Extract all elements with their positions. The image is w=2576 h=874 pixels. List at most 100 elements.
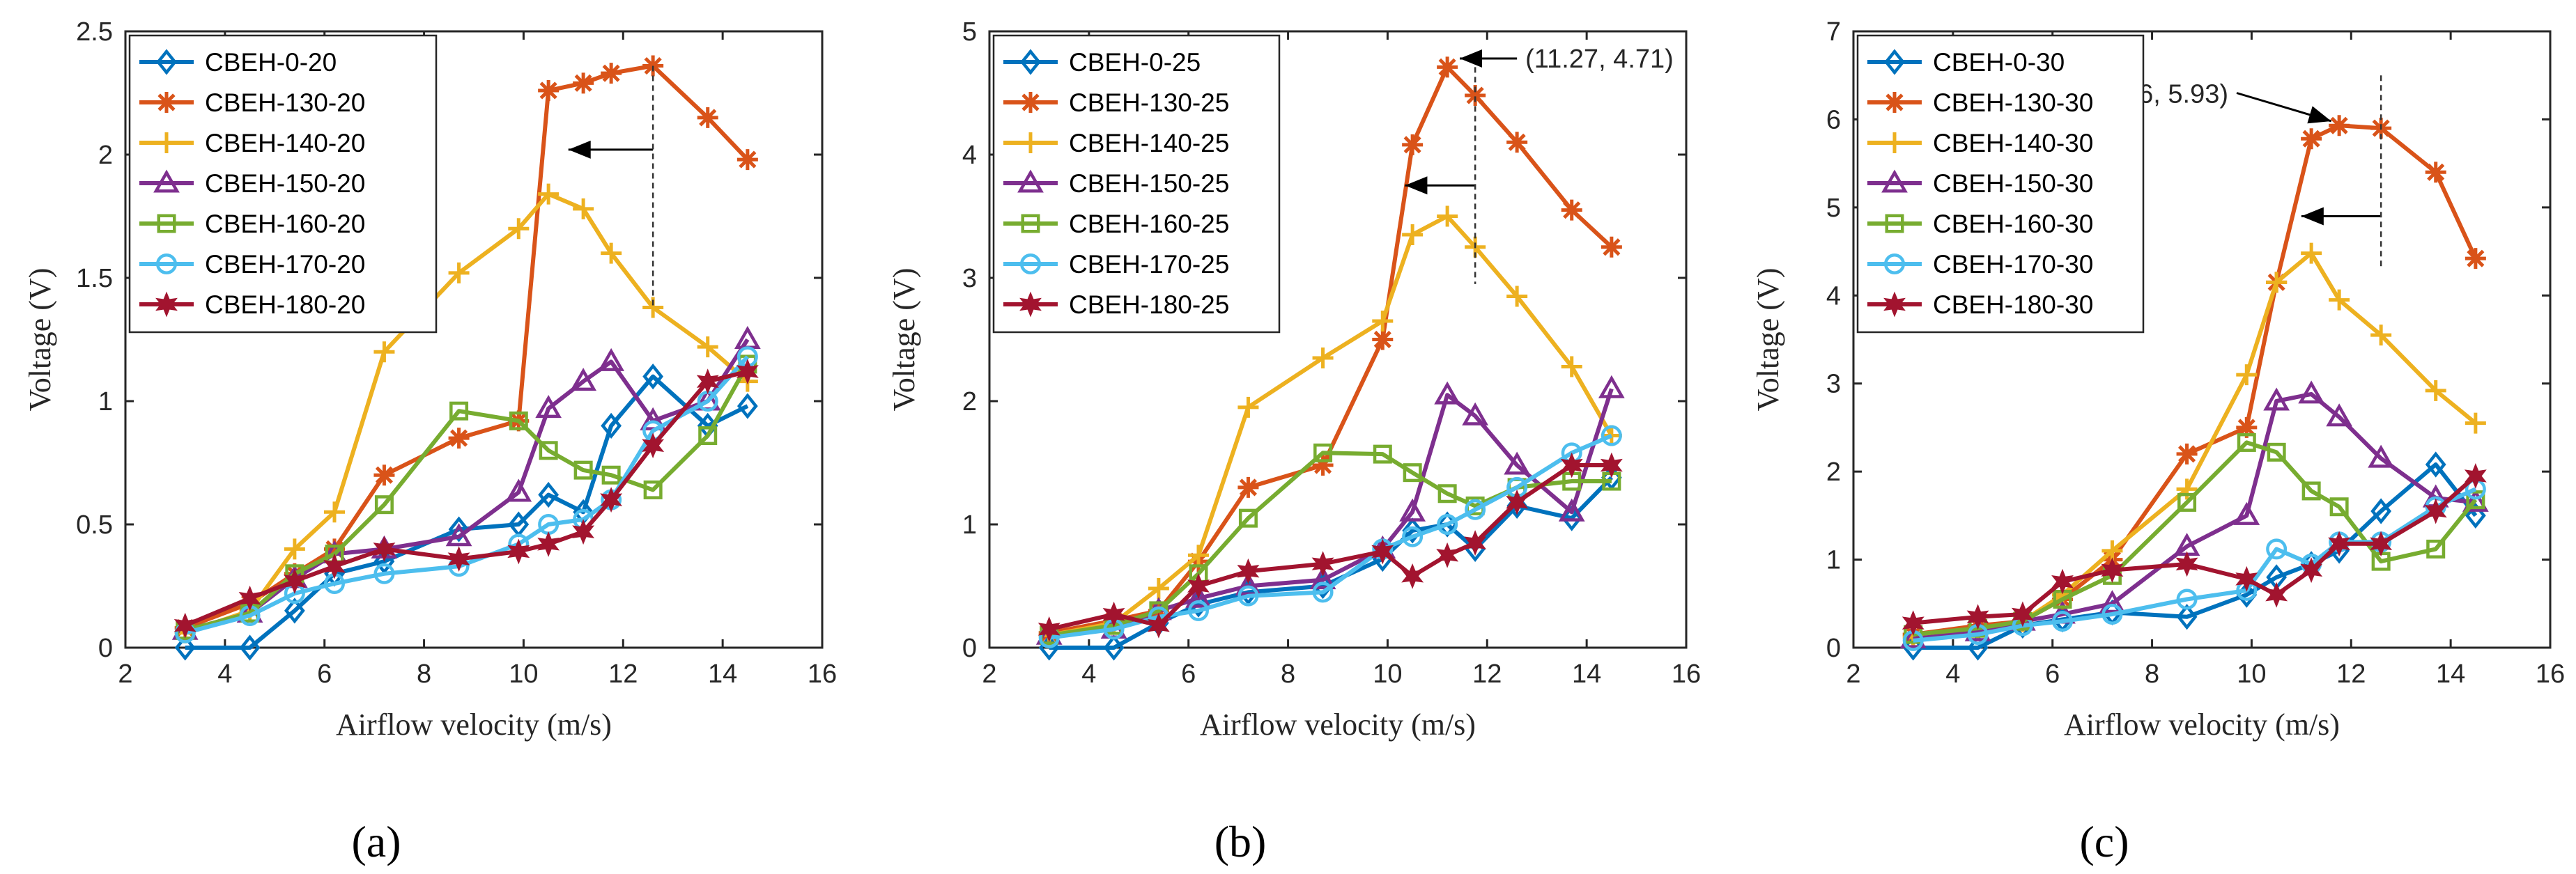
x-tick-label: 10 (2237, 660, 2266, 689)
data-point-diamond (538, 481, 560, 508)
data-point-plus (2425, 380, 2446, 401)
legend-entry: CBEH-150-20 (205, 169, 365, 198)
data-point-hexstar (2265, 582, 2288, 608)
data-point-hexstar (1401, 563, 1424, 589)
data-point-asterisk (156, 92, 177, 113)
data-point-plus (2465, 412, 2486, 434)
data-point-hexstar (1464, 530, 1487, 556)
data-point-hexstar (373, 536, 396, 562)
data-point-square (2329, 497, 2349, 517)
legend-entry: CBEH-170-25 (1069, 250, 1229, 279)
data-point-asterisk (1884, 92, 1905, 113)
data-point-triangle (445, 523, 472, 547)
data-point-triangle (1309, 566, 1336, 590)
x-tick-label: 8 (1281, 660, 1295, 689)
data-point-triangle (2263, 387, 2290, 411)
data-point-hexstar (2370, 531, 2393, 557)
data-point-asterisk (601, 63, 622, 84)
data-point-square (1373, 444, 1392, 464)
data-point-hexstar (2328, 531, 2351, 557)
data-point-triangle (1434, 381, 1461, 405)
data-point-plus (2176, 478, 2198, 500)
data-point-circle (1237, 585, 1259, 607)
x-axis-label: Airflow velocity (m/s) (336, 708, 612, 742)
data-point-triangle (153, 169, 180, 193)
data-point-asterisk (1601, 236, 1622, 258)
data-point-hexstar (1883, 291, 1906, 318)
data-point-plus (1188, 545, 1209, 566)
data-point-circle (373, 563, 395, 584)
y-tick-label: 1.5 (76, 264, 113, 293)
data-point-triangle (1899, 625, 1927, 648)
data-point-square (1403, 463, 1422, 483)
data-point-diamond (2176, 604, 2198, 630)
y-tick-label: 2 (1826, 458, 1841, 487)
x-tick-label: 12 (1472, 660, 1502, 689)
data-point-triangle (1558, 498, 1585, 522)
data-point-triangle (1017, 169, 1044, 193)
x-tick-label: 16 (1672, 660, 1701, 689)
data-point-plus (324, 501, 345, 523)
data-point-hexstar (323, 553, 346, 579)
y-axis-label: Voltage (V) (23, 268, 57, 412)
data-point-triangle (1598, 375, 1625, 398)
x-tick-label: 8 (2145, 660, 2159, 689)
data-point-circle (1188, 600, 1209, 621)
data-point-plus (1312, 348, 1334, 369)
y-axis-label: Voltage (V) (887, 268, 921, 412)
data-point-diamond (239, 634, 261, 661)
data-point-hexstar (600, 487, 623, 513)
annotation-arrowhead (2307, 106, 2331, 124)
y-tick-label: 5 (1826, 194, 1841, 223)
x-tick-label: 6 (317, 660, 332, 689)
data-point-triangle (1462, 402, 1489, 426)
y-tick-label: 1 (98, 387, 113, 416)
x-tick-label: 14 (708, 660, 737, 689)
data-point-asterisk (573, 72, 594, 94)
data-point-triangle (2462, 488, 2489, 512)
y-tick-label: 6 (1826, 105, 1841, 134)
legend-entry: CBEH-0-30 (1933, 48, 2065, 77)
data-point-hexstar (1019, 291, 1042, 318)
data-point-hexstar (1371, 538, 1394, 565)
data-point-diamond (2370, 498, 2392, 524)
data-point-hexstar (2424, 498, 2447, 524)
data-point-asterisk (2236, 416, 2258, 438)
data-point-circle (2176, 588, 2198, 610)
data-point-asterisk (2329, 115, 2350, 136)
y-tick-label: 0.5 (76, 510, 113, 540)
data-point-plus (1020, 132, 1041, 153)
data-point-square (698, 426, 718, 446)
panel-label: (a) (351, 817, 401, 866)
data-point-hexstar (1902, 610, 1925, 637)
data-point-hexstar (736, 359, 759, 384)
series-CBEH-180-25 (1038, 452, 1623, 642)
chart-panel-1: 2 4 6 8 10 12 14 16 0 0.5 1 1.5 2 2.5 Airflow velocity… (23, 17, 837, 866)
x-tick-label: 14 (1572, 660, 1601, 689)
data-point-asterisk (1506, 132, 1528, 153)
data-point-circle (1312, 582, 1334, 603)
y-tick-label: 7 (1826, 17, 1841, 47)
x-tick-label: 6 (1181, 660, 1196, 689)
data-point-triangle (2233, 501, 2260, 525)
y-tick-label: 2.5 (76, 17, 113, 47)
annotation-arrowhead (568, 140, 591, 159)
data-point-square (449, 401, 469, 421)
x-tick-label: 12 (608, 660, 638, 689)
data-point-hexstar (2101, 557, 2124, 584)
x-tick-label: 4 (1945, 660, 1960, 689)
data-point-diamond (2465, 502, 2486, 529)
x-tick-label: 2 (982, 660, 996, 689)
data-point-asterisk (2465, 248, 2486, 270)
x-tick-label: 2 (118, 660, 132, 689)
data-point-circle (2101, 603, 2123, 625)
data-point-triangle (1504, 451, 1531, 475)
data-point-hexstar (1311, 551, 1334, 577)
y-tick-label: 3 (962, 264, 977, 293)
legend: CBEH-0-30 CBEH-130-30 CBEH-140-30 CBEH-150-… (1856, 34, 2145, 334)
data-point-triangle (1185, 584, 1212, 608)
data-point-square (1437, 484, 1457, 504)
data-point-plus (2301, 242, 2322, 264)
data-point-plus (2370, 325, 2392, 346)
